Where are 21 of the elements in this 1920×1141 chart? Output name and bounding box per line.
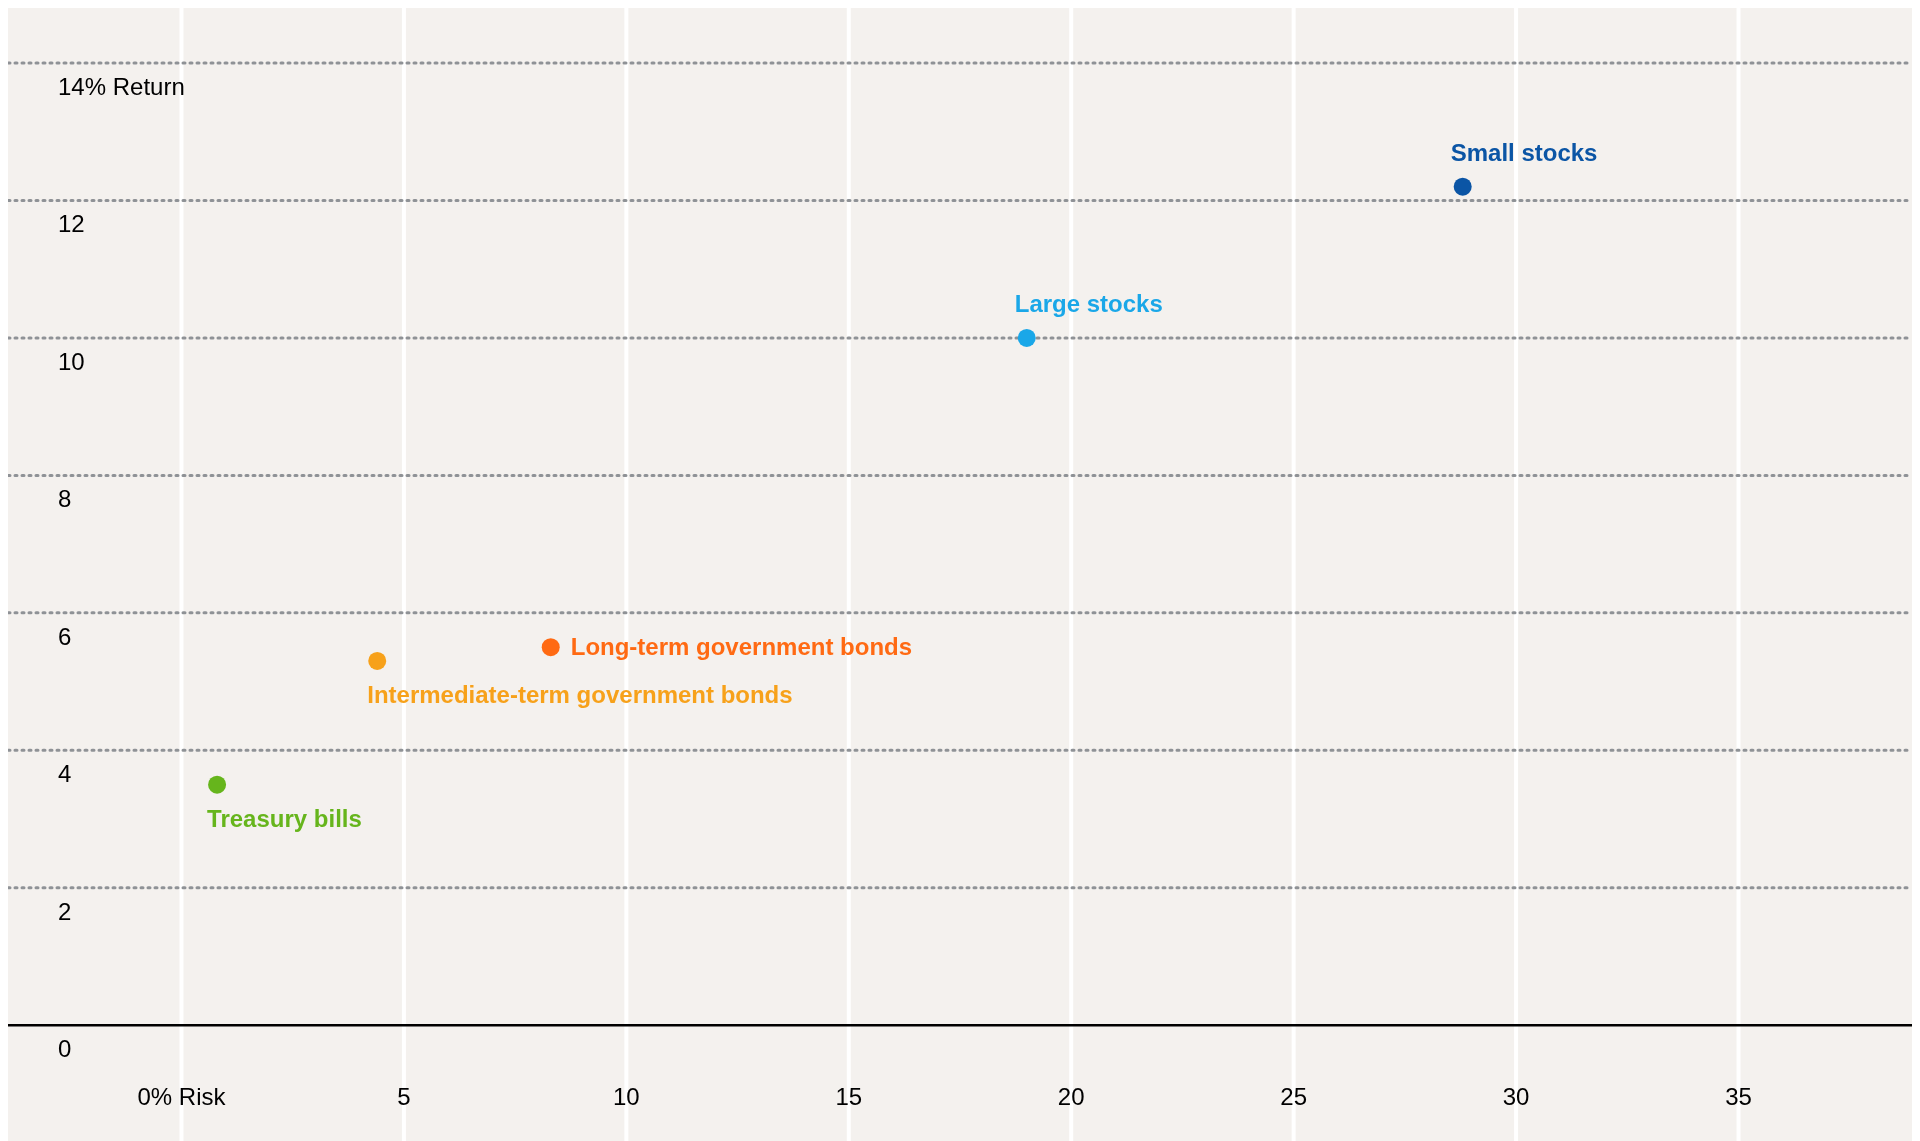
y-tick-label: 2 [58, 897, 72, 925]
series-label: Treasury bills [207, 804, 362, 832]
x-tick-label: 30 [1502, 1083, 1530, 1111]
y-tick-label: 6 [58, 622, 72, 650]
x-tick-label: 0% Risk [137, 1083, 227, 1111]
series-label: Large stocks [1014, 289, 1163, 317]
y-tick-label: 10 [58, 347, 85, 375]
y-tick-label: 8 [58, 485, 72, 513]
series-label: Intermediate-term government bonds [367, 680, 793, 708]
y-tick-label: 0 [58, 1035, 72, 1063]
y-tick-label: 14% Return [58, 72, 185, 100]
x-tick-label: 35 [1725, 1083, 1752, 1111]
x-tick-label: 20 [1057, 1083, 1085, 1111]
series-label: Small stocks [1450, 138, 1598, 166]
x-tick-label: 5 [397, 1083, 411, 1111]
x-tick-label: 15 [835, 1083, 863, 1111]
y-tick-label: 12 [58, 210, 85, 238]
series-label: Long-term government bonds [570, 633, 913, 661]
y-tick-label: 4 [58, 760, 72, 788]
x-tick-label: 10 [613, 1083, 640, 1111]
x-tick-label: 25 [1280, 1083, 1307, 1111]
